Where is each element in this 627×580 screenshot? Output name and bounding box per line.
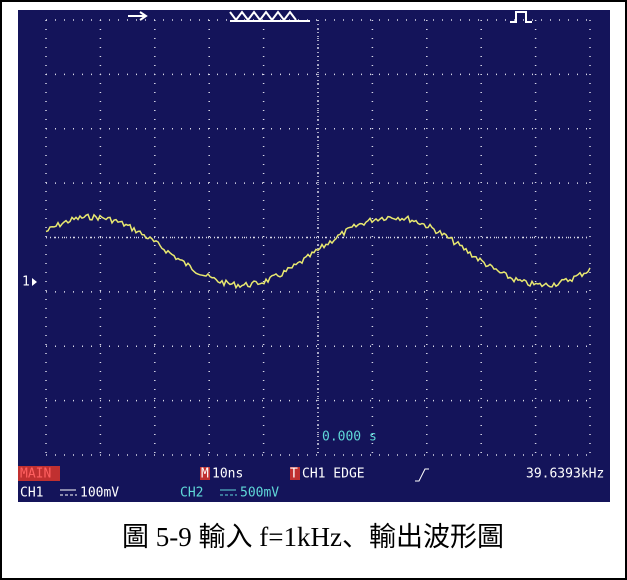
timebase: 10ns [212,467,243,482]
page: 1 0.000 s MAIN M 10ns T CH1 EDGE 39.6393… [0,0,627,580]
caption: 圖 5-9 輸入 f=1kHz、輸出波形圖 [122,522,504,552]
scope-screen [18,10,610,502]
trigger-icon: T [290,467,298,482]
ch1-scale: 100mV [80,486,119,501]
trigger: CH1 EDGE [302,467,365,482]
frequency: 39.6393kHz [526,467,604,482]
timebase-icon: M [201,467,209,482]
ch1-label: CH1 [20,486,43,501]
channel-marker: 1 [22,275,30,290]
ch2-scale: 500mV [240,486,279,501]
time-offset: 0.000 s [322,430,377,445]
figure: 1 0.000 s MAIN M 10ns T CH1 EDGE 39.6393… [0,0,627,580]
ch2-label: CH2 [180,486,203,501]
mode: MAIN [20,467,51,482]
